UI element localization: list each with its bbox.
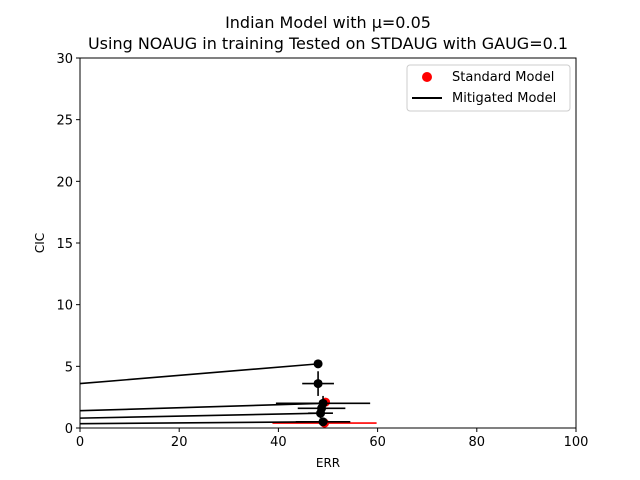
mitigated-trend-line [79,363,319,385]
y-axis-label: CIC [33,233,47,253]
plot-area [80,58,576,428]
mitigated-point [316,408,326,418]
mitigated-trend-line [79,402,324,412]
mitigated-point [318,417,328,427]
chart-subtitle: Using NOAUG in training Tested on STDAUG… [88,34,568,53]
x-tick-label: 60 [369,435,386,450]
y-tick-label: 0 [65,422,73,437]
data-layer [79,359,377,428]
x-tick-label: 40 [270,435,287,450]
legend-mitigated-label: Mitigated Model [452,91,556,106]
x-tick-label: 0 [76,435,84,450]
x-axis-ticks: 0 20 40 60 80 100 [76,428,589,450]
y-tick-label: 20 [56,175,73,190]
mitigated-point [313,359,323,369]
y-tick-label: 15 [56,237,73,252]
y-axis-ticks: 0 5 10 15 20 25 30 [56,52,80,437]
mitigated-trend-line [79,412,321,419]
mitigated-trend-line [79,421,324,425]
y-tick-label: 30 [56,52,73,67]
legend-standard-label: Standard Model [452,70,554,85]
y-tick-label: 10 [56,299,73,314]
x-tick-label: 20 [171,435,188,450]
chart-title: Indian Model with μ=0.05 [225,13,431,32]
x-tick-label: 100 [564,435,589,450]
legend-box [406,64,571,112]
mitigated-point [313,379,323,389]
y-tick-label: 25 [56,114,73,129]
legend-standard-marker [422,72,432,82]
legend: Standard Model Mitigated Model [406,64,571,112]
y-tick-label: 5 [65,360,73,375]
x-tick-label: 80 [469,435,486,450]
x-axis-label: ERR [316,456,340,470]
